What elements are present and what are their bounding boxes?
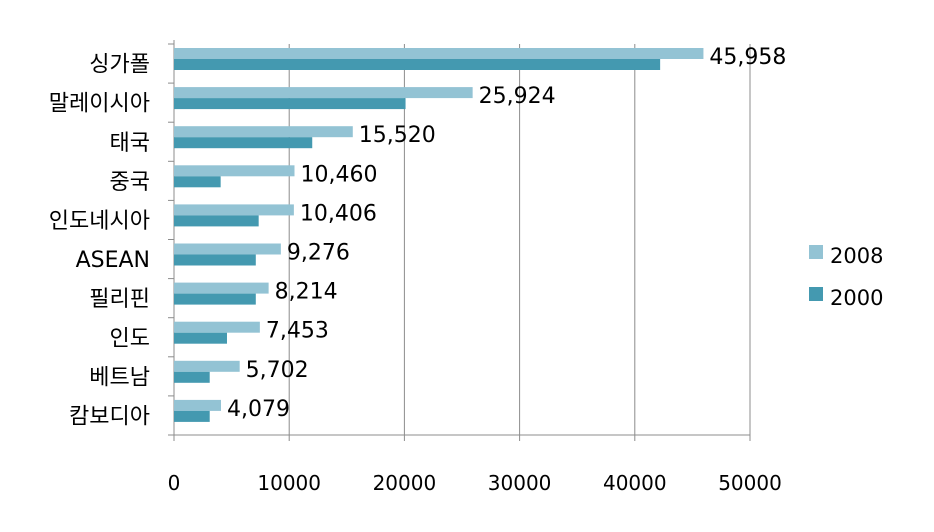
category-label: 베트남: [89, 365, 150, 390]
data-label-2008: 25,924: [479, 84, 556, 109]
category-label: ASEAN: [76, 248, 150, 273]
bar-2008: [174, 321, 260, 333]
category-label: 말레이시아: [49, 92, 150, 117]
bar-2008: [174, 282, 269, 294]
category-label: 싱가폴: [89, 53, 150, 78]
bar-2000: [174, 254, 256, 266]
bar-2000: [174, 293, 256, 305]
category-label: 캄보디아: [69, 404, 150, 429]
bar-2000: [174, 59, 661, 70]
data-label-2008: 8,214: [275, 280, 338, 305]
bar-2008: [174, 360, 240, 372]
category-label: 인도: [110, 326, 150, 351]
bar-2000: [174, 215, 259, 227]
bar-2008: [174, 204, 294, 216]
legend-label-2000: 2000: [830, 286, 883, 310]
category-label: 태국: [110, 131, 150, 156]
x-tick-labels: 0 10000 20000 30000 40000 50000: [168, 471, 782, 495]
category-label: 인도네시아: [49, 209, 150, 234]
bar-2008: [174, 399, 221, 411]
category-label: 필리핀: [89, 287, 150, 312]
x-tick-label: 50000: [718, 471, 782, 495]
data-labels: 45,958 25,924 15,520 10,460 10,406 9,276 8,214…: [227, 45, 786, 422]
x-tick-label: 40000: [603, 471, 667, 495]
x-tick-label: 10000: [257, 471, 321, 495]
bar-2008: [174, 87, 473, 99]
bar-2000: [174, 176, 221, 188]
data-label-2008: 15,520: [359, 123, 436, 148]
bar-2000: [174, 137, 313, 149]
data-label-2008: 10,460: [300, 162, 377, 187]
legend-swatch-2000: [809, 287, 823, 301]
bar-2000: [174, 98, 406, 110]
bar-2008: [174, 165, 295, 177]
bar-2008: [174, 243, 281, 255]
category-label: 중국: [110, 170, 150, 195]
x-tick-label: 30000: [488, 471, 552, 495]
bar-2000: [174, 371, 210, 383]
data-label-2008: 45,958: [709, 45, 786, 70]
data-label-2008: 10,406: [300, 201, 377, 226]
x-tick-label: 20000: [373, 471, 437, 495]
data-label-2008: 9,276: [287, 241, 350, 266]
x-tick-label: 0: [168, 471, 181, 495]
legend-swatch-2008: [809, 245, 823, 259]
bars: [174, 48, 704, 422]
legend-label-2008: 2008: [830, 244, 883, 268]
bar-2000: [174, 410, 210, 422]
legend: 2008 2000: [809, 244, 883, 310]
bar-2008: [174, 48, 704, 59]
bar-2000: [174, 332, 227, 344]
data-label-2008: 5,702: [246, 358, 309, 383]
data-label-2008: 7,453: [266, 319, 329, 344]
data-label-2008: 4,079: [227, 397, 290, 422]
bar-2008: [174, 126, 353, 138]
